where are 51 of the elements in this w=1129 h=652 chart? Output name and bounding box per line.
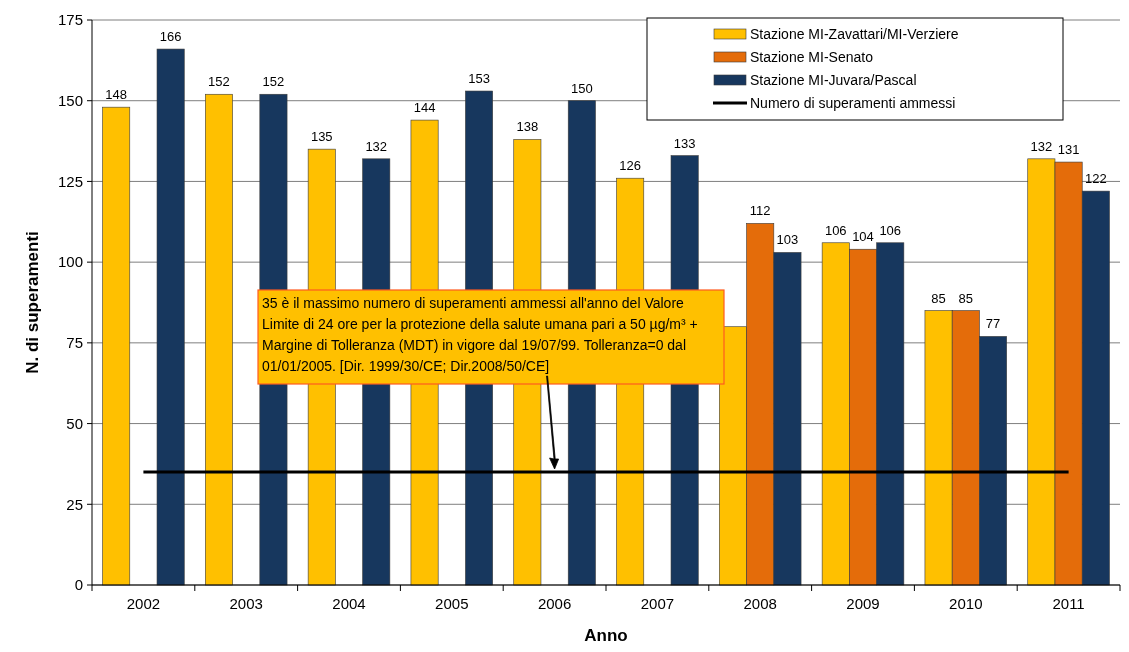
data-label: 166	[159, 29, 182, 45]
legend-label: Numero di superamenti ammessi	[750, 94, 956, 111]
y-tick-label: 50	[66, 414, 83, 432]
y-tick-label: 0	[74, 576, 83, 594]
legend-label: Stazione MI-Zavattari/MI-Verziere	[750, 25, 959, 42]
data-label: 150	[570, 80, 593, 96]
data-label: 135	[310, 129, 333, 145]
data-label: 138	[516, 119, 539, 135]
data-label: 133	[673, 135, 696, 151]
x-tick-label: 2010	[949, 595, 983, 612]
bar	[156, 48, 185, 586]
x-tick-label: 2005	[435, 595, 469, 612]
x-tick-label: 2011	[1052, 595, 1085, 612]
y-tick-label: 100	[57, 253, 83, 271]
x-tick-label: 2003	[229, 595, 263, 612]
y-axis-title: N. di superamenti	[23, 231, 42, 374]
data-label: 148	[105, 87, 128, 103]
x-tick-label: 2008	[743, 595, 777, 612]
data-label: 77	[985, 316, 1001, 332]
x-tick-label: 2007	[640, 595, 675, 612]
data-label: 144	[413, 100, 436, 116]
annotation: 35 è il massimo numero di superamenti ammessi all'anno del Valore Limite di 24 ore per la protezione della salute umana pari a 50 µg/m³ + Margine di Tolleranza (MDT) in vigore dal 19/07/99. Tolleranza=0 dal 01/01/2005. [Dir. 1999/30/CE; Dir.2008/50/CE]	[262, 294, 699, 376]
x-tick-label: 2009	[846, 595, 880, 612]
data-label: 106	[824, 222, 847, 238]
data-label: 85	[958, 290, 974, 306]
y-tick-label: 175	[57, 11, 83, 29]
data-label: 131	[1057, 142, 1080, 158]
x-tick-label: 2006	[537, 595, 572, 612]
x-axis-title: Anno	[584, 626, 628, 645]
y-tick-label: 75	[66, 334, 83, 352]
data-label: 112	[749, 203, 771, 219]
legend-label: Stazione MI-Juvara/Pascal	[750, 71, 917, 88]
data-label: 132	[365, 138, 388, 154]
bar	[205, 93, 233, 586]
data-label: 132	[1030, 138, 1053, 154]
bar	[102, 106, 131, 586]
data-label: 152	[262, 74, 285, 90]
data-label: 152	[208, 74, 230, 90]
data-label: 122	[1084, 171, 1107, 187]
x-tick-label: 2004	[332, 595, 366, 612]
y-tick-label: 125	[57, 172, 83, 190]
data-label: 104	[852, 229, 874, 245]
data-label: 85	[931, 290, 946, 306]
x-tick-label: 2002	[126, 595, 161, 612]
legend-label: Stazione MI-Senato	[750, 48, 874, 65]
data-label: 106	[879, 222, 902, 238]
y-tick-label: 150	[57, 91, 83, 109]
data-label: 103	[776, 232, 799, 248]
y-tick-label: 25	[66, 495, 83, 513]
data-label: 126	[619, 158, 642, 174]
data-label: 153	[468, 71, 490, 87]
